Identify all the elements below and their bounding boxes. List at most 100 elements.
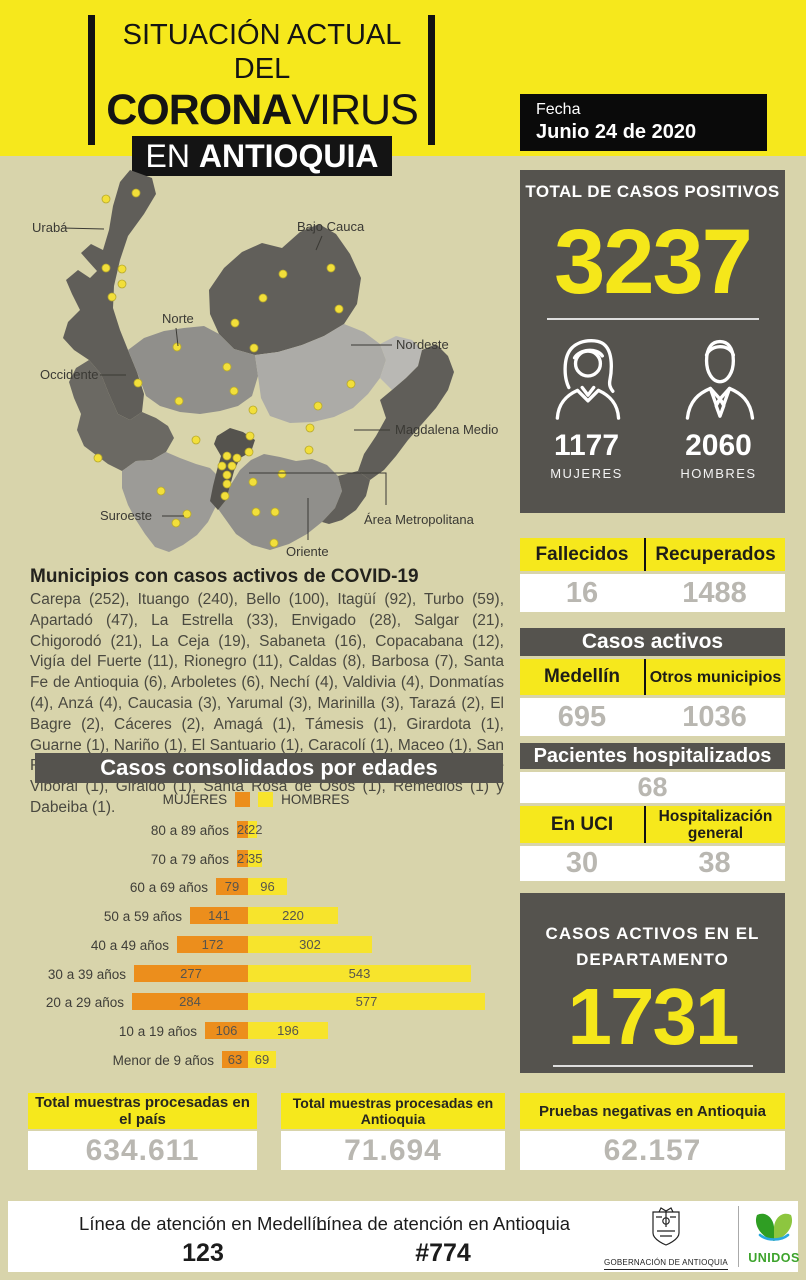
otros-municipios-label: Otros municipios bbox=[649, 668, 782, 686]
bar-mujeres: 277 bbox=[134, 964, 248, 982]
title-right-bar bbox=[428, 15, 435, 145]
footer-divider bbox=[738, 1206, 739, 1267]
muestras-antioquia-header: Total muestras procesadas en Antioquia bbox=[281, 1093, 505, 1129]
date-label: Fecha bbox=[536, 101, 581, 118]
case-dot bbox=[131, 188, 141, 198]
linea-antioquia-label: Línea de atención en Antioquia bbox=[315, 1213, 571, 1234]
women-count: 1177 bbox=[553, 429, 620, 462]
uci-value: 30 bbox=[565, 847, 599, 879]
hospitalizados-value: 68 bbox=[637, 772, 668, 802]
case-dot bbox=[217, 461, 227, 471]
title-line2: CORONAVIRUS bbox=[102, 86, 422, 134]
bar-value-hombres: 35 bbox=[248, 850, 263, 866]
fallecidos-recuperados-header: Fallecidos Recuperados bbox=[520, 538, 785, 571]
region-occidente bbox=[69, 360, 174, 471]
legend-mujeres-label: MUJERES bbox=[162, 792, 228, 807]
gobernacion-crest-icon bbox=[652, 1207, 680, 1246]
bar-mujeres: 27 bbox=[237, 849, 251, 867]
legend-hombres-label: HOMBRES bbox=[281, 792, 350, 807]
case-dot bbox=[278, 269, 288, 279]
total-positives-title: TOTAL DE CASOS POSITIVOS bbox=[525, 182, 780, 201]
chart-row: 40 a 49 años 172 302 bbox=[30, 935, 506, 953]
age-pyramid-rows: 80 a 89 años 28 22 70 a 79 años 27 35 60 a 69 … bbox=[30, 821, 506, 1076]
gobernacion-label: GOBERNACIÓN DE ANTIOQUIA bbox=[604, 1258, 728, 1270]
case-dot bbox=[220, 491, 230, 501]
case-dot bbox=[182, 509, 192, 519]
case-dot bbox=[117, 264, 127, 274]
unidos-logo-icon bbox=[755, 1213, 793, 1241]
case-dot bbox=[277, 469, 287, 479]
total-positives-box: TOTAL DE CASOS POSITIVOS 3237 1177 MUJER… bbox=[520, 170, 785, 513]
bar-hombres: 220 bbox=[248, 907, 338, 925]
case-dots bbox=[93, 188, 356, 548]
bar-value-hombres: 22 bbox=[248, 822, 263, 837]
fallecidos-recuperados-values: 16 1488 bbox=[520, 574, 785, 612]
bar-value-hombres: 220 bbox=[282, 908, 304, 924]
bar-hombres: 69 bbox=[248, 1050, 276, 1068]
map-labels: Urabá Bajo Cauca Norte Nordeste Occident… bbox=[32, 219, 498, 559]
dept-title-line1: CASOS ACTIVOS EN EL bbox=[545, 924, 760, 943]
recuperados-label: Recuperados bbox=[655, 543, 776, 565]
chart-row: 80 a 89 años 28 22 bbox=[30, 821, 506, 838]
bar-mujeres: 284 bbox=[132, 993, 248, 1011]
chart-row: 10 a 19 años 106 196 bbox=[30, 1021, 506, 1039]
bar-hombres: 577 bbox=[248, 993, 485, 1011]
uci-label: En UCI bbox=[550, 813, 614, 835]
uraba-line bbox=[61, 227, 105, 230]
map-label-lines bbox=[61, 227, 392, 540]
chart-row: 30 a 39 años 277 543 bbox=[30, 964, 506, 982]
case-dot bbox=[334, 304, 344, 314]
linea-medellin-value: 123 bbox=[182, 1239, 224, 1267]
bar-value-mujeres: 284 bbox=[179, 994, 201, 1010]
chart-row-label: 70 a 79 años bbox=[150, 851, 229, 867]
total-positives-value: 3237 bbox=[554, 211, 753, 313]
casos-activos-header: Casos activos bbox=[520, 628, 785, 656]
bar-value-mujeres: 172 bbox=[201, 936, 224, 952]
age-chart-title: Casos consolidados por edades bbox=[35, 753, 503, 783]
bar-value-mujeres: 28 bbox=[237, 822, 252, 837]
woman-icon bbox=[555, 339, 620, 420]
dept-title-line2: DEPARTAMENTO bbox=[576, 950, 729, 969]
bar-value-mujeres: 141 bbox=[208, 908, 230, 924]
title-en: EN bbox=[145, 138, 190, 174]
region-oriente bbox=[216, 454, 342, 550]
otros-municipios-value: 1036 bbox=[682, 700, 747, 733]
header-band: SITUACIÓN ACTUAL DEL CORONAVIRUS EN ANTI… bbox=[0, 0, 806, 176]
title-virus: VIRUS bbox=[291, 86, 418, 134]
case-dot bbox=[93, 453, 103, 463]
case-dot bbox=[229, 386, 239, 396]
chart-row: 20 a 29 años 284 577 bbox=[30, 993, 506, 1011]
bar-hombres: 96 bbox=[248, 878, 287, 896]
pruebas-negativas-header: Pruebas negativas en Antioquia bbox=[520, 1093, 785, 1129]
region-magdalena-medio bbox=[358, 344, 454, 480]
medellin-value: 695 bbox=[557, 700, 607, 733]
case-dot bbox=[244, 447, 254, 457]
bar-value-mujeres: 63 bbox=[227, 1051, 243, 1067]
unidos-label: UNIDOS bbox=[748, 1251, 800, 1265]
legend-mujeres-swatch bbox=[235, 792, 251, 807]
case-dot bbox=[251, 507, 261, 517]
case-dot bbox=[222, 470, 232, 480]
label-uraba: Urabá bbox=[32, 220, 68, 235]
bar-mujeres: 63 bbox=[222, 1050, 248, 1068]
region-nordeste bbox=[255, 324, 386, 423]
case-dot bbox=[174, 396, 184, 406]
chart-row-label: 10 a 19 años bbox=[118, 1023, 197, 1039]
medellin-otros-header: Medellín Otros municipios bbox=[520, 659, 785, 695]
date-box: Fecha Junio 24 de 2020 bbox=[520, 94, 767, 151]
case-dot bbox=[245, 431, 255, 441]
case-dot bbox=[230, 318, 240, 328]
region-nordeste-east bbox=[380, 336, 422, 390]
case-dot bbox=[248, 477, 258, 487]
chart-row-label: 80 a 89 años bbox=[150, 823, 229, 838]
case-dot bbox=[270, 507, 280, 517]
case-dot bbox=[222, 479, 232, 489]
divider-line bbox=[552, 1065, 753, 1067]
pruebas-negativas-value: 62.157 bbox=[520, 1131, 785, 1170]
case-dot bbox=[107, 292, 117, 302]
region-suroeste bbox=[122, 452, 221, 552]
bar-value-mujeres: 277 bbox=[180, 965, 202, 981]
case-dot bbox=[133, 378, 143, 388]
hosp-general-label: Hospitalización general bbox=[658, 807, 773, 842]
